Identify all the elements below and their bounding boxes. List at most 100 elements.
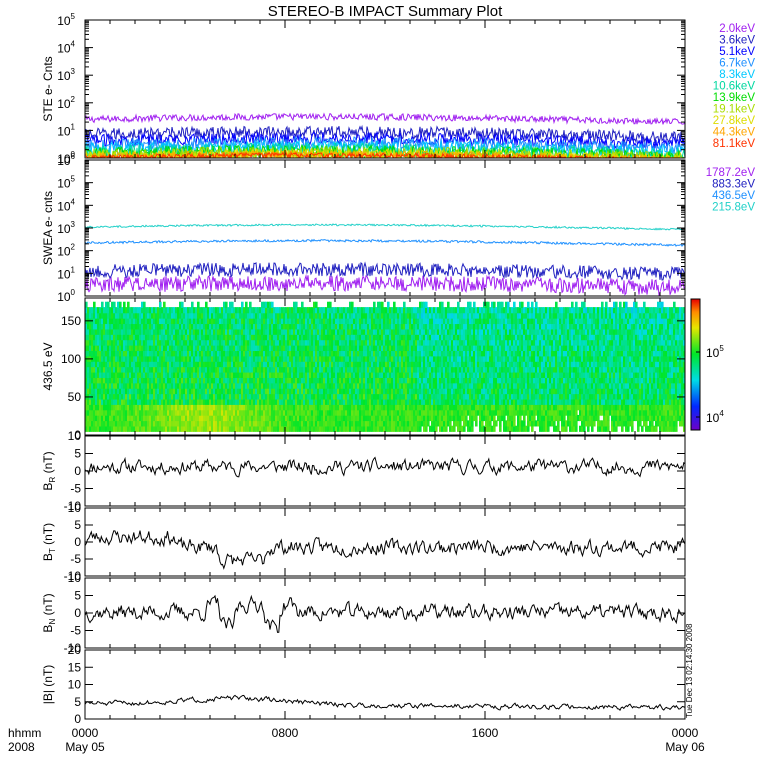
heatmap-cell (413, 344, 416, 352)
heatmap-cell (141, 350, 144, 357)
heatmap-cell (289, 344, 292, 352)
heatmap-cell (289, 377, 292, 384)
heatmap-cell (173, 414, 176, 422)
heatmap-cell (281, 366, 284, 373)
heatmap-cell (159, 398, 162, 405)
heatmap-cell (225, 377, 228, 384)
heatmap-cell (249, 361, 252, 368)
heatmap-cell (215, 366, 218, 373)
heatmap-cell (269, 361, 272, 368)
heatmap-cell (157, 323, 160, 330)
heatmap-cell (465, 382, 468, 389)
heatmap-cell (457, 317, 460, 325)
heatmap-cell (471, 404, 474, 411)
heatmap-cell (353, 361, 356, 368)
heatmap-cell (365, 409, 368, 416)
heatmap-cell (423, 344, 426, 352)
heatmap-cell (227, 420, 230, 427)
heatmap-cell (327, 317, 330, 325)
heatmap-cell (337, 355, 340, 362)
heatmap-cell (339, 387, 342, 395)
heatmap-cell (185, 344, 188, 352)
heatmap-cell (453, 414, 456, 422)
heatmap-cell (389, 393, 392, 400)
heatmap-cell (111, 366, 114, 373)
heatmap-cell (171, 307, 174, 314)
heatmap-cell (163, 301, 166, 308)
heatmap-cell (241, 312, 244, 319)
heatmap-cell (273, 344, 276, 352)
heatmap-cell (449, 355, 452, 362)
heatmap-cell (285, 420, 288, 427)
heatmap-cell (253, 387, 256, 395)
heatmap-cell (445, 409, 448, 416)
heatmap-cell (99, 355, 102, 362)
heatmap-cell (339, 344, 342, 352)
heatmap-cell (273, 382, 276, 389)
heatmap-cell (421, 393, 424, 400)
heatmap-cell (91, 420, 94, 427)
heatmap-cell (325, 425, 328, 432)
heatmap-cell (131, 323, 134, 330)
heatmap-cell (123, 387, 126, 395)
heatmap-cell (107, 377, 110, 384)
heatmap-cell (345, 307, 348, 314)
heatmap-cell (319, 339, 322, 346)
heatmap-cell (275, 393, 278, 400)
heatmap-cell (351, 344, 354, 352)
heatmap-cell (349, 323, 352, 330)
heatmap-cell (391, 307, 394, 314)
heatmap-cell (167, 393, 170, 400)
heatmap-cell (359, 355, 362, 362)
heatmap-cell (477, 361, 480, 368)
heatmap-cell (189, 323, 192, 330)
heatmap-cell (311, 409, 314, 416)
heatmap-cell (369, 361, 372, 368)
heatmap-cell (389, 414, 392, 422)
heatmap-cell (197, 323, 200, 330)
heatmap-cell (173, 334, 176, 341)
heatmap-cell (131, 334, 134, 341)
heatmap-cell (397, 371, 400, 378)
heatmap-cell (247, 371, 250, 378)
heatmap-cell (415, 323, 418, 330)
heatmap-cell (147, 420, 150, 427)
heatmap-cell (97, 307, 100, 314)
heatmap-cell (281, 355, 284, 362)
heatmap-cell (397, 344, 400, 352)
heatmap-cell (255, 382, 258, 389)
heatmap-cell (221, 312, 224, 319)
heatmap-cell (91, 361, 94, 368)
heatmap-cell (343, 344, 346, 352)
heatmap-cell (217, 317, 220, 325)
heatmap-cell (435, 361, 438, 368)
heatmap-cell (211, 366, 214, 373)
heatmap-cell (343, 307, 346, 314)
heatmap-cell (153, 328, 156, 335)
heatmap-cell (123, 339, 126, 346)
heatmap-cell (341, 393, 344, 400)
heatmap-cell (119, 323, 122, 330)
heatmap-cell (271, 328, 274, 335)
heatmap-cell (309, 323, 312, 330)
heatmap-cell (393, 371, 396, 378)
heatmap-cell (305, 312, 308, 319)
heatmap-cell (97, 382, 100, 389)
heatmap-cell (467, 350, 470, 357)
heatmap-cell (373, 312, 376, 319)
heatmap-cell (103, 377, 106, 384)
heatmap-cell (465, 420, 468, 427)
heatmap-cell (445, 323, 448, 330)
heatmap-cell (419, 393, 422, 400)
heatmap-cell (347, 382, 350, 389)
heatmap-cell (195, 382, 198, 389)
heatmap-cell (469, 344, 472, 352)
heatmap-cell (243, 312, 246, 319)
heatmap-cell (397, 398, 400, 405)
heatmap-cell (335, 387, 338, 395)
heatmap-cell (281, 371, 284, 378)
heatmap-cell (349, 312, 352, 319)
heatmap-cell (347, 317, 350, 325)
heatmap-cell (197, 361, 200, 368)
heatmap-cell (267, 317, 270, 325)
